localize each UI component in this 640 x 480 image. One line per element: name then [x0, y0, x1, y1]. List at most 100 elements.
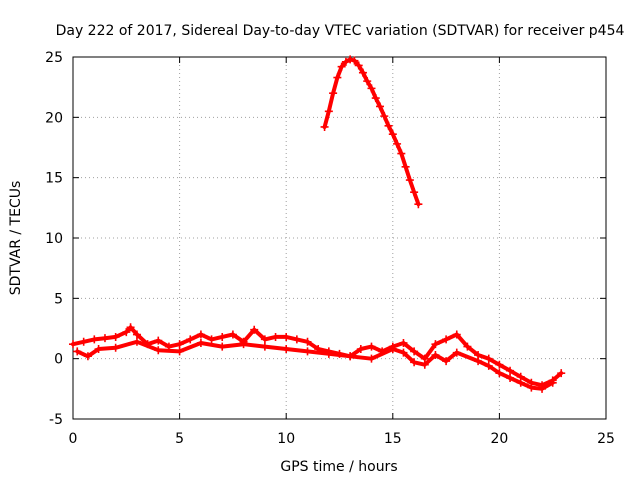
- data-point: [90, 335, 99, 344]
- x-tick-label: 0: [69, 431, 78, 447]
- data-point: [388, 130, 397, 139]
- data-point: [324, 349, 333, 358]
- data-point: [320, 122, 329, 131]
- data-point: [410, 358, 419, 367]
- series-line: [322, 57, 421, 207]
- data-point: [393, 139, 402, 148]
- data-point: [384, 121, 393, 130]
- data-points-layer: [69, 55, 566, 393]
- data-point: [341, 57, 350, 66]
- data-point: [175, 340, 184, 349]
- y-tick-label: 15: [45, 171, 63, 187]
- data-point: [358, 68, 367, 77]
- x-tick-label: 25: [597, 431, 615, 447]
- data-point: [371, 94, 380, 103]
- data-point: [196, 330, 205, 339]
- data-point: [399, 338, 408, 347]
- data-point: [527, 383, 536, 392]
- data-point: [538, 384, 547, 393]
- data-point: [324, 107, 333, 116]
- data-point: [228, 330, 237, 339]
- y-tick-label: 10: [45, 231, 63, 247]
- series-track-b: [73, 337, 557, 393]
- data-point: [431, 340, 440, 349]
- data-point: [132, 330, 141, 339]
- y-axis-ticks: -5 0 5 10 15 20 25: [45, 50, 606, 428]
- data-point: [463, 342, 472, 351]
- x-axis-ticks: 0 5 10 15 20 25: [69, 57, 615, 447]
- data-point: [122, 328, 131, 337]
- data-point: [333, 73, 342, 82]
- y-tick-label: 0: [54, 352, 63, 368]
- data-point: [186, 335, 195, 344]
- data-point: [495, 360, 504, 369]
- data-point: [329, 89, 338, 98]
- data-point: [111, 332, 120, 341]
- data-point: [420, 360, 429, 369]
- data-point: [506, 373, 515, 382]
- x-tick-label: 5: [175, 431, 184, 447]
- data-point: [350, 56, 359, 65]
- data-point: [516, 378, 525, 387]
- data-point: [414, 200, 423, 209]
- data-point: [271, 332, 280, 341]
- data-point: [367, 342, 376, 351]
- data-point: [73, 347, 82, 356]
- data-point: [354, 61, 363, 70]
- data-point: [399, 348, 408, 357]
- x-tick-label: 20: [490, 431, 508, 447]
- data-point: [218, 342, 227, 351]
- y-tick-label: 25: [45, 50, 63, 66]
- data-point: [346, 55, 355, 64]
- data-point: [506, 366, 515, 375]
- x-tick-label: 10: [277, 431, 295, 447]
- data-point: [388, 345, 397, 354]
- data-point: [410, 188, 419, 197]
- data-point: [474, 357, 483, 366]
- plot-frame: [72, 56, 607, 420]
- data-point: [196, 338, 205, 347]
- data-point: [100, 334, 109, 343]
- data-point: [337, 62, 346, 71]
- data-point: [154, 346, 163, 355]
- data-point: [260, 342, 269, 351]
- data-point: [484, 361, 493, 370]
- data-point: [303, 337, 312, 346]
- data-point: [397, 149, 406, 158]
- x-tick-label: 15: [384, 431, 402, 447]
- data-point: [83, 352, 92, 361]
- x-axis-title: GPS time / hours: [280, 459, 397, 475]
- data-point: [79, 337, 88, 346]
- data-point: [239, 340, 248, 349]
- data-point: [303, 347, 312, 356]
- data-point: [94, 345, 103, 354]
- data-point: [548, 378, 557, 387]
- data-point: [376, 102, 385, 111]
- grid-layer: [73, 57, 606, 419]
- data-point: [282, 332, 291, 341]
- chart-title: Day 222 of 2017, Sidereal Day-to-day VTE…: [56, 23, 625, 39]
- data-point: [69, 340, 77, 349]
- y-tick-label: 5: [54, 291, 63, 307]
- data-point: [401, 162, 410, 171]
- data-point: [111, 343, 120, 352]
- data-point: [356, 345, 365, 354]
- data-point: [218, 332, 227, 341]
- data-point: [431, 351, 440, 360]
- y-axis-title: SDTVAR / TECUs: [8, 181, 24, 296]
- series-track-c: [320, 55, 423, 209]
- data-point: [442, 335, 451, 344]
- y-tick-label: -5: [49, 412, 63, 428]
- data-point: [452, 330, 461, 339]
- data-point: [557, 369, 566, 378]
- data-point: [484, 354, 493, 363]
- data-point: [442, 357, 451, 366]
- data-point: [380, 112, 389, 121]
- data-point: [132, 337, 141, 346]
- data-point: [250, 325, 259, 334]
- data-point: [367, 354, 376, 363]
- data-point: [126, 323, 135, 332]
- data-point: [495, 369, 504, 378]
- data-point: [452, 348, 461, 357]
